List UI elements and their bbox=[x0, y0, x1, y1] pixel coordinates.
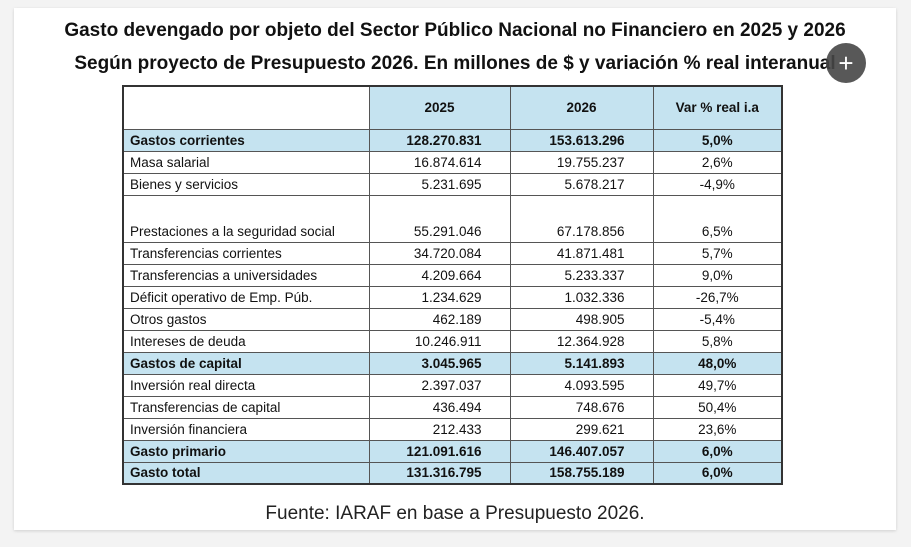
value-2025: 436.494 bbox=[368, 395, 511, 419]
row-label: Masa salarial bbox=[122, 150, 370, 174]
value-2026: 5.233.337 bbox=[509, 263, 654, 287]
row-label: Prestaciones a la seguridad social bbox=[122, 194, 370, 243]
value-2025: 16.874.614 bbox=[368, 150, 511, 174]
title-line-2: Según proyecto de Presupuesto 2026. En m… bbox=[74, 53, 836, 74]
expand-plus-button[interactable]: + bbox=[826, 43, 866, 83]
value-var: 49,7% bbox=[652, 373, 783, 397]
header-var: Var % real i.a bbox=[652, 85, 783, 130]
table-row: Prestaciones a la seguridad social 55.291… bbox=[122, 194, 783, 243]
table-row: Transferencias de capital 436.494 748.676 5… bbox=[122, 395, 783, 419]
table-row: Transferencias corrientes 34.720.084 41.87… bbox=[122, 241, 783, 265]
value-2026: 5.678.217 bbox=[509, 172, 654, 196]
row-label: Gastos de capital bbox=[122, 351, 370, 375]
subtotal-row: Gastos de capital 3.045.965 5.141.893 48,0% bbox=[122, 351, 783, 375]
row-label: Transferencias corrientes bbox=[122, 241, 370, 265]
value-2025: 3.045.965 bbox=[368, 351, 511, 375]
value-2025: 2.397.037 bbox=[368, 373, 511, 397]
value-var: 6,0% bbox=[652, 461, 783, 485]
value-2026: 12.364.928 bbox=[509, 329, 654, 353]
row-label: Transferencias de capital bbox=[122, 395, 370, 419]
row-label: Intereses de deuda bbox=[122, 329, 370, 353]
value-var: -26,7% bbox=[652, 285, 783, 309]
subtotal-row: Gastos corrientes 128.270.831 153.613.296 5… bbox=[122, 128, 783, 152]
value-var: 9,0% bbox=[652, 263, 783, 287]
value-2026: 498.905 bbox=[509, 307, 654, 331]
row-label: Bienes y servicios bbox=[122, 172, 370, 196]
table-row: Intereses de deuda 10.246.911 12.364.928 5,… bbox=[122, 329, 783, 353]
value-2026: 158.755.189 bbox=[509, 461, 654, 485]
value-2026: 19.755.237 bbox=[509, 150, 654, 174]
value-2025: 1.234.629 bbox=[368, 285, 511, 309]
table-row: Déficit operativo de Emp. Púb. 1.234.629 1… bbox=[122, 285, 783, 309]
table-row: Inversión financiera 212.433 299.621 23,6% bbox=[122, 417, 783, 441]
table-row: Bienes y servicios 5.231.695 5.678.217 -4,9… bbox=[122, 172, 783, 196]
row-label: Inversión financiera bbox=[122, 417, 370, 441]
value-2025: 462.189 bbox=[368, 307, 511, 331]
value-var: -4,9% bbox=[652, 172, 783, 196]
source-note: Fuente: IARAF en base a Presupuesto 2026… bbox=[265, 503, 645, 524]
header-row: 2025 2026 Var % real i.a bbox=[122, 85, 783, 130]
value-var: 48,0% bbox=[652, 351, 783, 375]
subtotal-row: Gasto primario 121.091.616 146.407.057 6,0% bbox=[122, 439, 783, 463]
value-var: 23,6% bbox=[652, 417, 783, 441]
value-var: -5,4% bbox=[652, 307, 783, 331]
value-2025: 10.246.911 bbox=[368, 329, 511, 353]
header-blank bbox=[122, 85, 370, 130]
row-label: Gasto primario bbox=[122, 439, 370, 463]
row-label: Gasto total bbox=[122, 461, 370, 485]
value-2026: 4.093.595 bbox=[509, 373, 654, 397]
value-2025: 5.231.695 bbox=[368, 172, 511, 196]
image-card: Gasto devengado por objeto del Sector Pú… bbox=[14, 8, 896, 530]
value-var: 6,0% bbox=[652, 439, 783, 463]
value-2026: 153.613.296 bbox=[509, 128, 654, 152]
title-line-1: Gasto devengado por objeto del Sector Pú… bbox=[64, 20, 846, 41]
value-2026: 299.621 bbox=[509, 417, 654, 441]
budget-table: 2025 2026 Var % real i.a Gastos corrient… bbox=[122, 85, 783, 485]
row-label: Déficit operativo de Emp. Púb. bbox=[122, 285, 370, 309]
value-2025: 34.720.084 bbox=[368, 241, 511, 265]
value-2026: 5.141.893 bbox=[509, 351, 654, 375]
value-var: 5,0% bbox=[652, 128, 783, 152]
value-2025: 55.291.046 bbox=[368, 194, 511, 243]
row-label: Otros gastos bbox=[122, 307, 370, 331]
table-row: Transferencias a universidades 4.209.664 5… bbox=[122, 263, 783, 287]
value-var: 6,5% bbox=[652, 194, 783, 243]
row-label: Transferencias a universidades bbox=[122, 263, 370, 287]
value-2025: 212.433 bbox=[368, 417, 511, 441]
value-var: 5,7% bbox=[652, 241, 783, 265]
value-2026: 748.676 bbox=[509, 395, 654, 419]
value-var: 50,4% bbox=[652, 395, 783, 419]
table-row: Otros gastos 462.189 498.905 -5,4% bbox=[122, 307, 783, 331]
value-2026: 146.407.057 bbox=[509, 439, 654, 463]
header-2025: 2025 bbox=[368, 85, 511, 130]
header-2026: 2026 bbox=[509, 85, 654, 130]
value-2025: 4.209.664 bbox=[368, 263, 511, 287]
value-2025: 131.316.795 bbox=[368, 461, 511, 485]
value-var: 5,8% bbox=[652, 329, 783, 353]
value-2025: 128.270.831 bbox=[368, 128, 511, 152]
table-row: Inversión real directa 2.397.037 4.093.595… bbox=[122, 373, 783, 397]
value-2026: 41.871.481 bbox=[509, 241, 654, 265]
table-row: Masa salarial 16.874.614 19.755.237 2,6% bbox=[122, 150, 783, 174]
value-2026: 67.178.856 bbox=[509, 194, 654, 243]
row-label: Inversión real directa bbox=[122, 373, 370, 397]
subtotal-row: Gasto total 131.316.795 158.755.189 6,0% bbox=[122, 461, 783, 485]
value-2026: 1.032.336 bbox=[509, 285, 654, 309]
value-var: 2,6% bbox=[652, 150, 783, 174]
value-2025: 121.091.616 bbox=[368, 439, 511, 463]
row-label: Gastos corrientes bbox=[122, 128, 370, 152]
